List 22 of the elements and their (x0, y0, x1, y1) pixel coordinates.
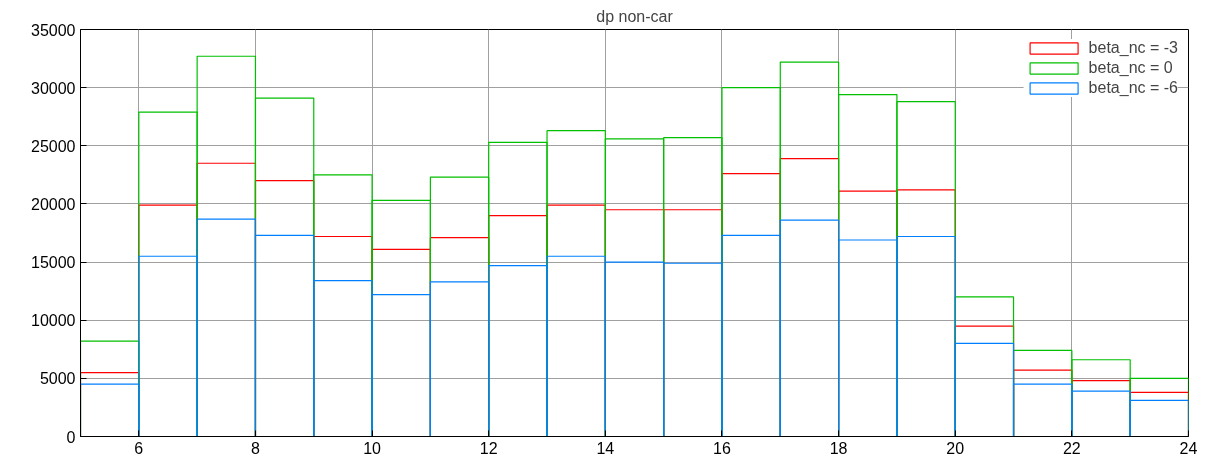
x-tick-label: 20 (946, 439, 965, 457)
x-tick-label: 18 (829, 439, 848, 457)
y-tick-label: 25000 (31, 137, 76, 155)
x-tick-label: 8 (251, 439, 260, 457)
y-tick-label: 0 (66, 428, 76, 446)
x-tick-label: 10 (363, 439, 382, 457)
y-tick-label: 20000 (31, 195, 76, 213)
x-tick-label: 22 (1062, 439, 1081, 457)
y-tick-label: 5000 (39, 370, 76, 388)
x-tick-label: 14 (596, 439, 615, 457)
y-tick-label: 10000 (31, 312, 76, 330)
chart-title: dp non-car (596, 7, 674, 25)
y-tick-label: 30000 (31, 79, 76, 97)
x-tick-label: 24 (1179, 439, 1198, 457)
x-tick-label: 6 (134, 439, 144, 457)
x-tick-label: 16 (713, 439, 731, 457)
legend-label: beta_nc = 0 (1088, 59, 1173, 77)
y-tick-label: 35000 (31, 21, 76, 39)
legend-label: beta_nc = -6 (1088, 79, 1178, 97)
legend-label: beta_nc = -3 (1088, 39, 1178, 57)
y-tick-label: 15000 (31, 254, 76, 272)
x-tick-label: 12 (479, 439, 498, 457)
